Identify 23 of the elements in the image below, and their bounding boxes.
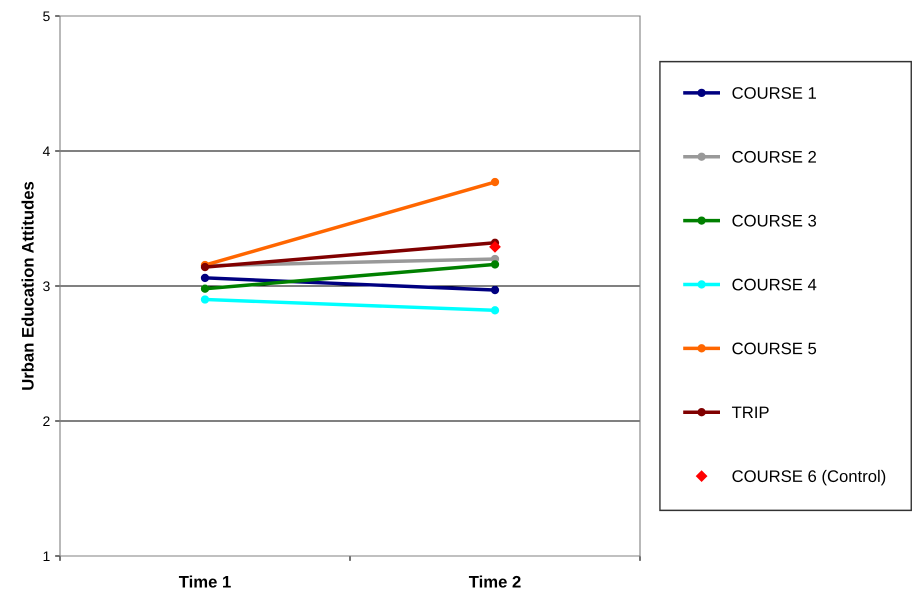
x-tick-label: Time 2 xyxy=(468,575,521,588)
legend-label: COURSE 4 xyxy=(732,278,816,290)
x-tick-label: Time 1 xyxy=(178,575,231,588)
y-tick-label: 1 xyxy=(44,551,50,562)
y-tick-label: 3 xyxy=(43,281,50,292)
y-tick-label: 5 xyxy=(43,11,50,22)
legend-label: COURSE 2 xyxy=(732,150,816,163)
legend-label: COURSE 6 (Control) xyxy=(732,470,886,486)
legend-label: COURSE 5 xyxy=(732,342,816,354)
point xyxy=(490,260,500,269)
point xyxy=(490,178,500,186)
legend-label: COURSE 1 xyxy=(732,87,816,99)
y-axis-title: Urban Education Attitudes xyxy=(21,182,34,390)
point xyxy=(200,274,210,282)
point xyxy=(490,286,500,294)
point xyxy=(200,284,210,293)
point xyxy=(489,241,501,252)
legend-label: TRIP xyxy=(732,406,769,418)
y-tick-label: 2 xyxy=(43,416,50,426)
legend-label: COURSE 3 xyxy=(732,214,816,227)
point xyxy=(490,306,500,314)
point xyxy=(200,295,210,304)
y-tick-label: 4 xyxy=(42,146,50,156)
